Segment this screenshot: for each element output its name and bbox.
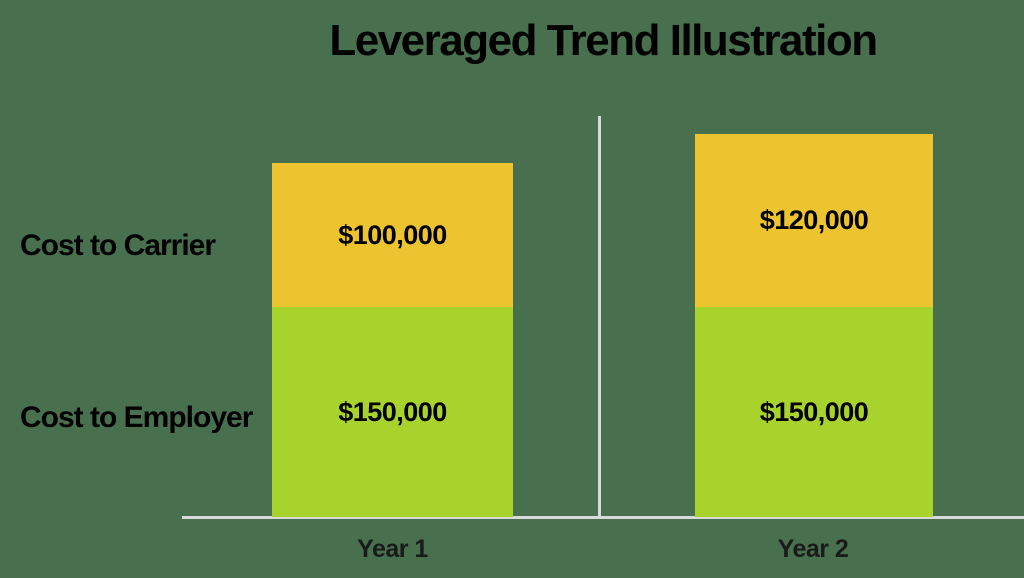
bar-segment-employer-year2: $150,000 <box>695 307 933 517</box>
bar-segment-employer-year1: $150,000 <box>272 307 513 517</box>
value-label-carrier-year2: $120,000 <box>759 205 869 235</box>
value-label-carrier-year1: $100,000 <box>338 219 447 250</box>
row-label-cost-to-carrier: Cost to Carrier <box>20 229 216 262</box>
bar-year-1: $100,000 $150,000 <box>272 163 513 517</box>
bar-year-2: $120,000 $150,000 <box>695 134 933 517</box>
x-axis-label-year1: Year 1 <box>357 535 428 563</box>
bar-segment-carrier-year1: $100,000 <box>272 163 513 307</box>
x-axis-line <box>182 516 1024 519</box>
row-label-cost-to-employer: Cost to Employer <box>20 401 253 434</box>
bar-segment-carrier-year2: $120,000 <box>695 134 933 307</box>
chart-title: Leveraged Trend Illustration <box>329 16 878 65</box>
category-divider-line <box>598 116 601 517</box>
value-label-employer-year1: $150,000 <box>338 396 447 427</box>
value-label-employer-year2: $150,000 <box>759 396 869 427</box>
x-axis-label-year2: Year 2 <box>777 535 849 563</box>
